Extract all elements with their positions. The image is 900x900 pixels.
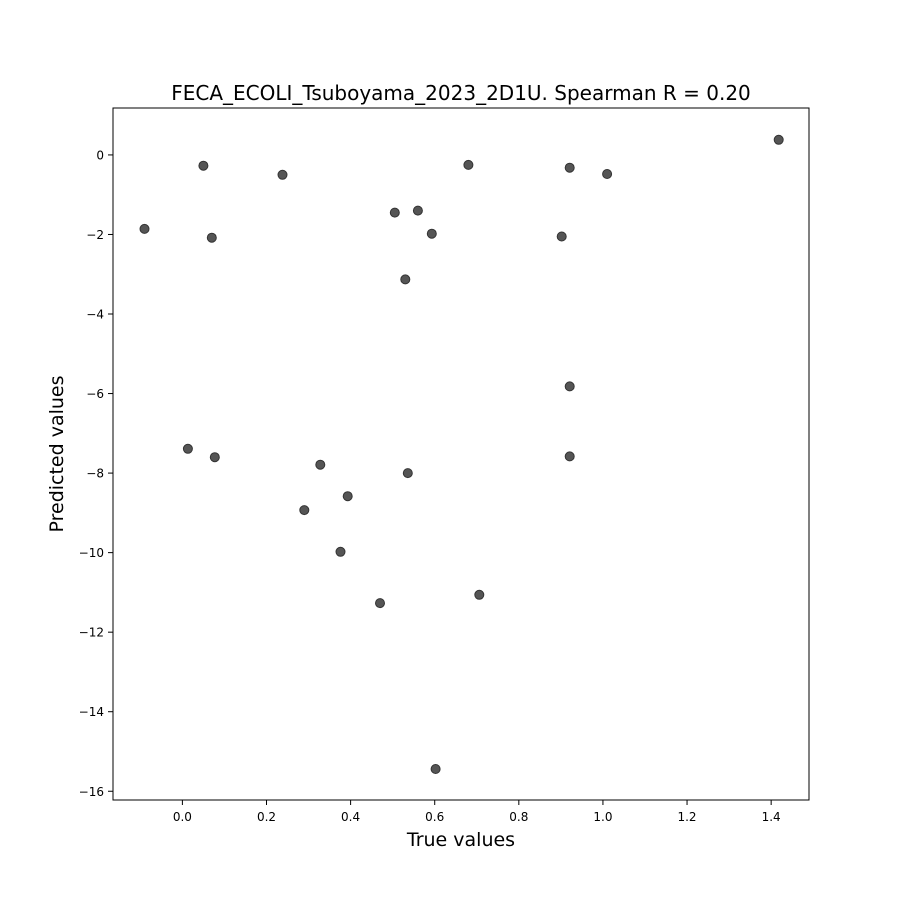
y-tick-label: −6 xyxy=(86,387,104,401)
y-tick-label: −10 xyxy=(79,546,104,560)
data-point xyxy=(139,223,150,234)
data-point xyxy=(400,274,411,285)
data-point xyxy=(412,205,423,216)
data-point xyxy=(430,764,441,774)
data-point xyxy=(602,169,613,179)
data-point xyxy=(315,459,326,470)
plot-frame xyxy=(112,107,810,801)
data-point xyxy=(335,546,346,557)
data-point xyxy=(564,451,575,462)
x-tick-label: 0.4 xyxy=(341,810,360,824)
data-point xyxy=(564,162,575,173)
data-point xyxy=(773,134,784,145)
data-point xyxy=(206,232,217,243)
chart-title: FECA_ECOLI_Tsuboyama_2023_2D1U. Spearman… xyxy=(171,81,751,105)
y-tick-label: −8 xyxy=(86,467,104,481)
y-tick-label: 0 xyxy=(96,148,104,162)
data-point xyxy=(389,207,400,218)
x-axis-label: True values xyxy=(406,829,515,851)
x-tick-label: 1.4 xyxy=(762,810,781,824)
data-point xyxy=(299,505,310,516)
y-axis-label: Predicted values xyxy=(46,375,68,532)
data-point xyxy=(182,443,193,454)
data-point xyxy=(375,598,385,609)
data-point xyxy=(198,160,209,171)
data-point xyxy=(342,491,353,502)
x-tick-label: 1.2 xyxy=(677,810,696,824)
y-tick-label: −12 xyxy=(79,626,104,640)
y-tick-label: −4 xyxy=(86,308,104,322)
x-tick-label: 0.0 xyxy=(173,810,192,824)
x-tick-label: 1.0 xyxy=(593,810,612,824)
y-tick-label: −2 xyxy=(86,228,104,242)
x-tick-label: 0.6 xyxy=(425,810,444,824)
data-point xyxy=(556,231,567,242)
x-tick-label: 0.8 xyxy=(509,810,528,824)
y-axis-ticks: 0 −2 −4 −6 −8 −10 −12 −14 −16 xyxy=(79,148,113,799)
x-tick-label: 0.2 xyxy=(257,810,276,824)
data-point xyxy=(426,228,437,239)
data-points xyxy=(139,134,784,774)
y-tick-label: −14 xyxy=(79,705,104,719)
data-point xyxy=(564,381,575,392)
data-point xyxy=(474,589,485,600)
y-tick-label: −16 xyxy=(79,785,104,799)
x-axis-ticks: 0.0 0.2 0.4 0.6 0.8 1.0 1.2 1.4 xyxy=(173,800,781,824)
data-point xyxy=(209,452,220,463)
data-point xyxy=(277,169,288,180)
data-point xyxy=(463,159,474,170)
data-point xyxy=(402,468,413,479)
